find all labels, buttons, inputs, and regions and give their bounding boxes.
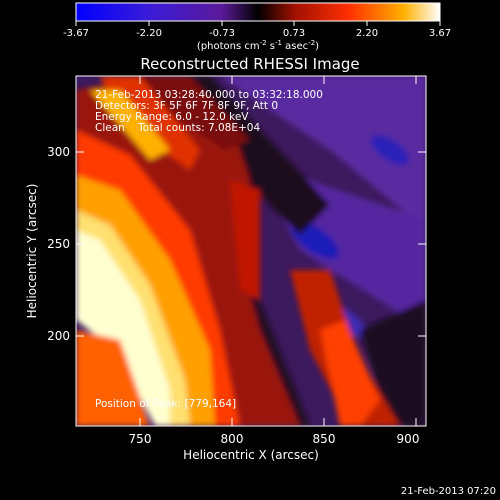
- colorbar-tick-label: 0.73: [283, 28, 305, 39]
- colorbar-tick-label: 3.67: [429, 28, 451, 39]
- peak-position: Position of Peak: [779,164]: [95, 398, 236, 410]
- y-axis-label: Heliocentric Y (arcsec): [25, 184, 39, 319]
- x-tick-label: 800: [221, 432, 244, 446]
- y-tick-label: 300: [47, 145, 70, 159]
- x-axis: [139, 76, 417, 426]
- plot-frame: [75, 75, 427, 427]
- y-axis: [76, 151, 426, 337]
- x-tick-label: 900: [397, 432, 420, 446]
- rhessi-image: [76, 76, 426, 426]
- colorbar-units: (photons cm-2 s-1 asec-2): [197, 39, 319, 52]
- x-tick-label: 850: [313, 432, 336, 446]
- colorbar-tick-label: -2.20: [136, 28, 162, 39]
- info-detectors: Detectors: 3F 5F 6F 7F 8F 9F, Att 0: [95, 100, 278, 112]
- info-clean-counts: Clean Total counts: 7.08E+04: [95, 122, 260, 134]
- image-info: 21-Feb-2013 03:28:40.000 to 03:32:18.000…: [95, 89, 323, 134]
- colorbar-tick-label: -3.67: [63, 28, 89, 39]
- colorbar-tick-label: -0.73: [209, 28, 235, 39]
- colorbar: -3.67 -2.20 -0.73 0.73 2.20 3.67 (photon…: [63, 2, 451, 52]
- info-time-range: 21-Feb-2013 03:28:40.000 to 03:32:18.000: [95, 89, 323, 101]
- x-tick-label: 750: [129, 432, 152, 446]
- colorbar-ticks: [75, 21, 441, 26]
- y-tick-label: 250: [47, 237, 70, 251]
- timestamp: 21-Feb-2013 07:20: [401, 486, 496, 497]
- colorbar-tick-label: 2.20: [356, 28, 378, 39]
- colorbar-gradient: [75, 2, 441, 22]
- y-tick-label: 200: [47, 329, 70, 343]
- x-axis-label: Heliocentric X (arcsec): [183, 448, 319, 462]
- info-energy-range: Energy Range: 6.0 - 12.0 keV: [95, 111, 249, 123]
- plot-title: Reconstructed RHESSI Image: [140, 55, 359, 73]
